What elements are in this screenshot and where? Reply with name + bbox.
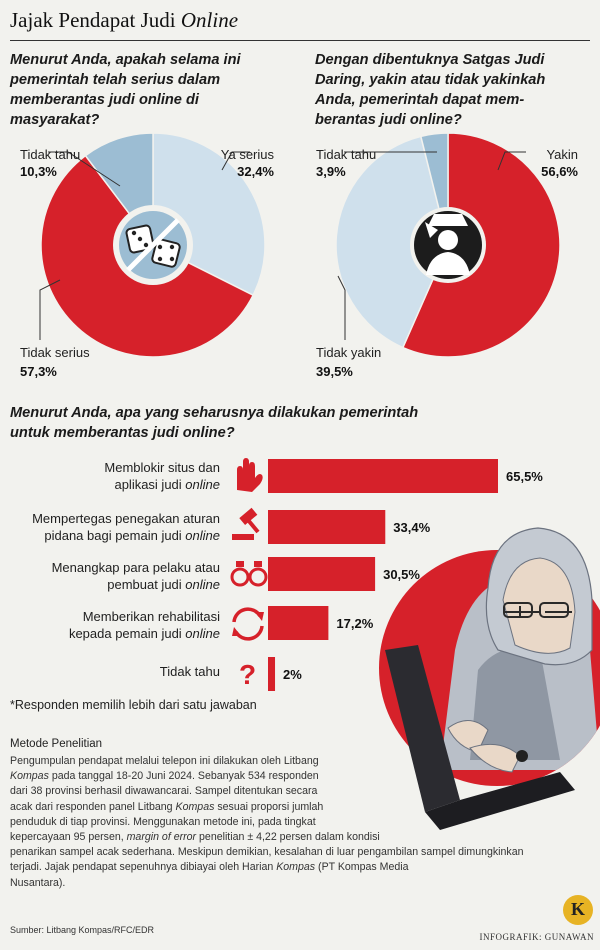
handcuffs-icon: [230, 567, 250, 587]
bar-value-4: 17,2%: [336, 616, 373, 631]
pct-ya-serius: 32,4%: [237, 164, 274, 179]
bar-value-1: 65,5%: [506, 469, 543, 484]
handcuff-ring: [248, 567, 268, 587]
bar-3: [268, 557, 376, 591]
pct-tidak-tahu-2: 3,9%: [316, 164, 346, 179]
source-text: Sumber: Litbang Kompas/RFC/EDR: [10, 925, 155, 935]
bar-5: [268, 657, 276, 691]
bar-label-5: Tidak tahu: [159, 664, 220, 679]
respondent-note: *Responden memilih lebih dari satu jawab…: [10, 698, 257, 712]
question-mark-icon: ?: [239, 659, 256, 690]
label-tidak-tahu-2: Tidak tahu: [316, 147, 377, 162]
page-title: Jajak Pendapat Judi Online: [10, 8, 239, 32]
bar-label-2: Mempertegas penegakan aturan pidana bagi …: [32, 511, 220, 543]
gavel-base: [232, 534, 254, 540]
bar-label-3: Menangkap para pelaku atau pembuat judi o…: [51, 560, 220, 592]
question-2: Dengan dibentuknya Satgas Judi Daring, y…: [315, 52, 546, 128]
bar-2: [268, 510, 386, 544]
arrowhead: [255, 612, 264, 621]
label-ya-serius: Ya serius: [220, 147, 274, 162]
handcuff-lock: [236, 561, 244, 567]
die-pip: [131, 230, 137, 236]
pct-tidak-serius: 57,3%: [20, 364, 57, 379]
bar-4: [268, 606, 329, 640]
police-cap: [428, 214, 468, 226]
hand-stop-icon: [237, 458, 263, 492]
kompas-logo-icon: K: [563, 895, 593, 925]
question-1: Menurut Anda, apakah selama ini pemerint…: [10, 52, 241, 128]
credit-text: INFOGRAFIK: GUNAWAN: [479, 932, 594, 942]
bar-value-2: 33,4%: [393, 520, 430, 535]
die-pip: [143, 242, 149, 248]
method-heading: Metode Penelitian: [10, 738, 103, 750]
police-body: [426, 252, 470, 275]
leader-line: [221, 151, 250, 171]
gavel-handle: [246, 518, 260, 534]
slice-tidak-yakin: [335, 135, 449, 349]
die-pip: [169, 256, 175, 262]
salute-hand: [425, 222, 438, 238]
leader-line: [337, 275, 346, 340]
die-pip: [157, 244, 163, 250]
question-3: Menurut Anda, apa yang seharusnya dilaku…: [10, 405, 419, 441]
die-pip: [169, 244, 175, 250]
label-yakin: Yakin: [546, 147, 578, 162]
title-divider: [10, 40, 590, 41]
pct-tidak-tahu-1: 10,3%: [20, 164, 57, 179]
die-pip: [137, 236, 143, 242]
handcuff-lock: [254, 561, 262, 567]
bar-label-1: Memblokir situs dan aplikasi judi online: [104, 460, 220, 492]
label-tidak-yakin: Tidak yakin: [316, 345, 382, 360]
bar-value-3: 30,5%: [383, 567, 420, 582]
pct-yakin: 56,6%: [541, 164, 578, 179]
bar-1: [268, 459, 498, 493]
gavel-icon: [239, 507, 258, 525]
label-tidak-serius: Tidak serius: [20, 345, 90, 360]
die-pip: [157, 256, 163, 262]
leader-line: [497, 151, 526, 171]
bar-label-4: Memberikan rehabilitasi kepada pemain jud…: [68, 609, 220, 641]
leader-line: [39, 279, 61, 340]
police-face: [438, 230, 458, 250]
arrowhead: [232, 627, 241, 636]
leader-line: [48, 151, 121, 187]
no-sign-slash: [126, 218, 180, 272]
method-body: Pengumpulan pendapat melalui telepon ini…: [10, 755, 524, 889]
bar-value-5: 2%: [283, 667, 302, 682]
pct-tidak-yakin: 39,5%: [316, 364, 353, 379]
label-tidak-tahu-1: Tidak tahu: [20, 147, 81, 162]
